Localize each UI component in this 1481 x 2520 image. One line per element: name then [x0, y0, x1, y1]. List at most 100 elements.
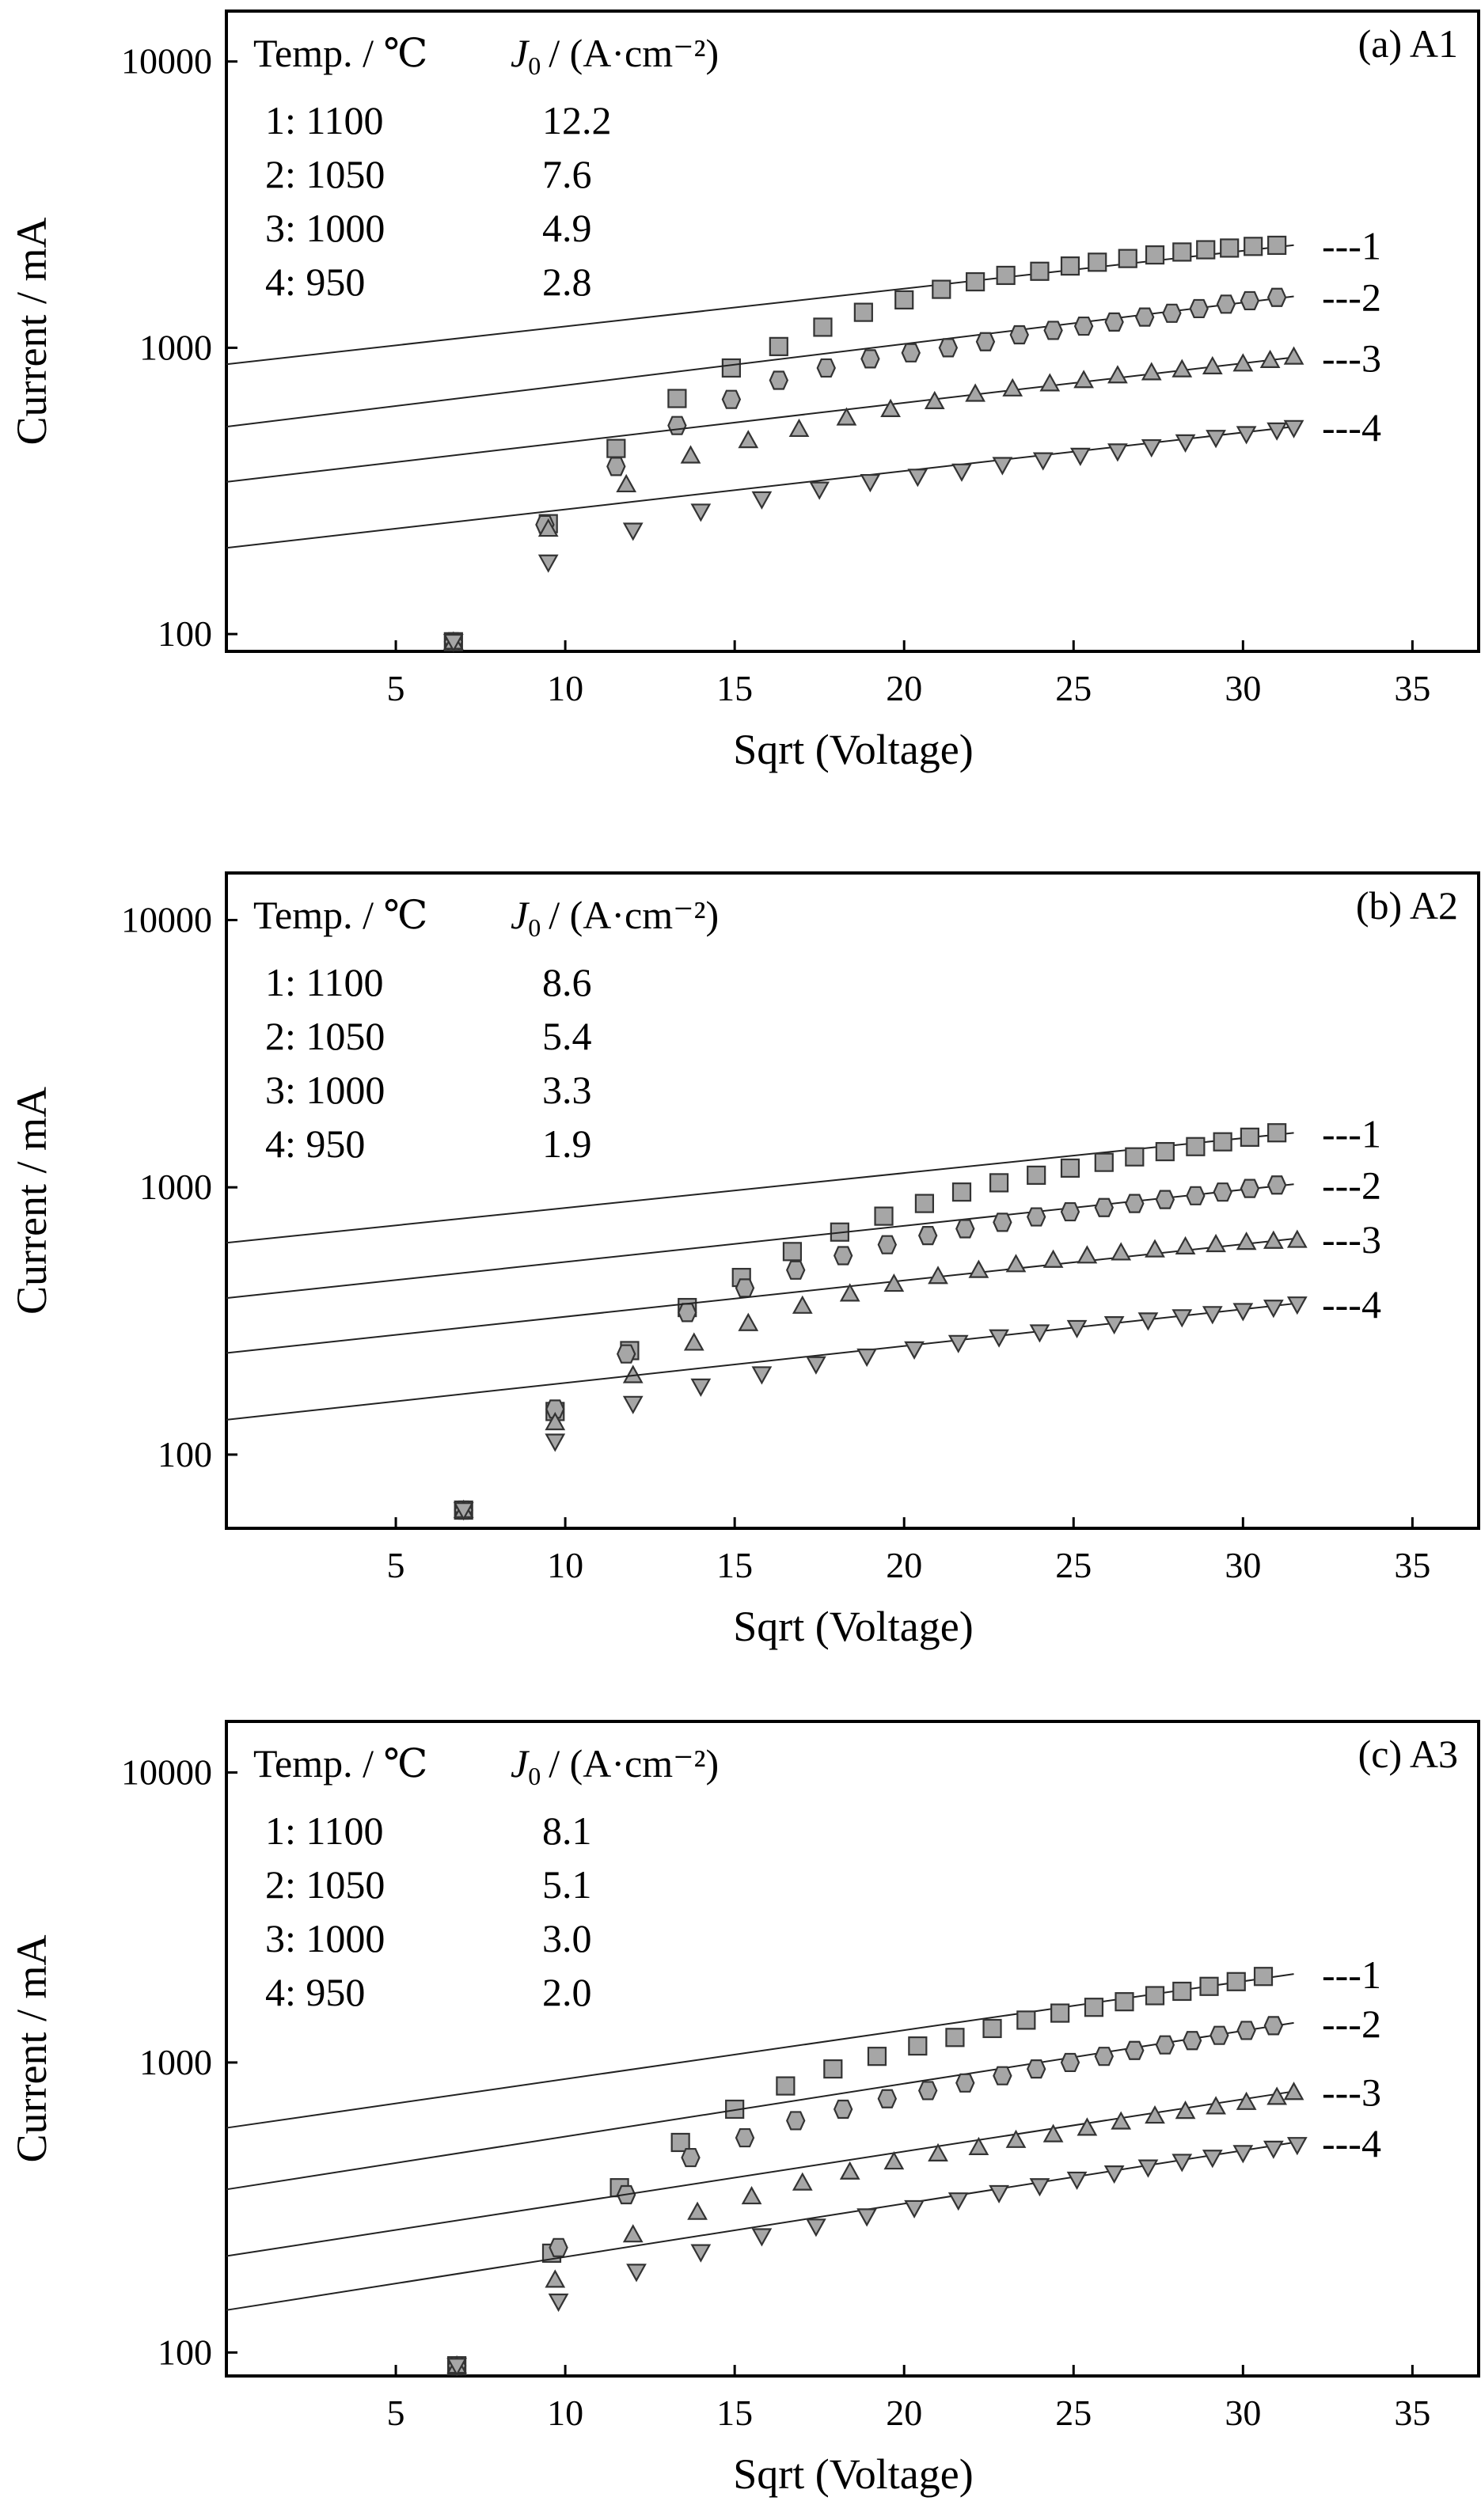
data-point-series-2 — [769, 370, 789, 390]
line-label-3: ---3 — [1322, 2070, 1381, 2114]
j0-unit: / (A·cm⁻²) — [549, 1741, 719, 1786]
data-point-series-3 — [1236, 1232, 1257, 1251]
y-tick-label: 10000 — [121, 1752, 212, 1793]
data-point-series-4 — [1066, 2171, 1088, 2191]
data-point-series-3 — [1286, 1229, 1308, 1248]
data-point-series-2 — [833, 1246, 853, 1266]
data-point-series-4 — [1263, 1300, 1284, 1319]
data-point-series-3 — [968, 2136, 989, 2155]
data-point-series-3 — [1283, 2082, 1304, 2101]
x-tick-label: 20 — [886, 1545, 922, 1585]
data-point-series-3 — [680, 445, 701, 464]
data-point-series-2 — [993, 1213, 1012, 1232]
x-tick-label: 25 — [1055, 668, 1092, 708]
j0-symbol: J — [511, 31, 530, 75]
data-point-series-3 — [1005, 2129, 1027, 2148]
data-point-series-2 — [1240, 290, 1260, 311]
x-axis-label: Sqrt (Voltage) — [733, 1603, 973, 1650]
table-temp-cell: 2: 1050 — [265, 1862, 385, 1907]
data-point-series-2 — [786, 2111, 806, 2131]
data-point-series-3 — [687, 2201, 708, 2220]
data-point-series-3 — [1259, 349, 1281, 368]
data-point-series-2 — [1125, 1194, 1145, 1213]
table-temp-cell: 3: 1000 — [265, 206, 385, 250]
data-point-series-4 — [1107, 443, 1128, 462]
y-tick-label: 1000 — [139, 327, 212, 367]
data-point-series-3 — [1283, 346, 1304, 365]
data-point-series-2 — [833, 2099, 853, 2120]
data-point-series-4 — [1137, 1312, 1159, 1331]
data-point-series-1 — [1030, 261, 1050, 281]
data-point-series-3 — [1111, 2111, 1132, 2130]
x-tick-label: 15 — [716, 668, 753, 708]
data-point-series-1 — [945, 2028, 965, 2048]
data-point-series-1 — [1244, 237, 1263, 256]
data-point-series-1 — [670, 2132, 690, 2153]
data-point-series-1 — [721, 358, 741, 378]
data-point-series-1 — [1060, 1158, 1080, 1178]
data-point-series-4 — [1232, 1303, 1254, 1322]
data-point-series-3 — [788, 418, 810, 438]
data-point-series-2 — [1263, 2016, 1284, 2036]
x-tick-label: 30 — [1225, 668, 1261, 708]
y-axis-label: Current / mA — [8, 218, 55, 446]
data-point-series-3 — [545, 1411, 566, 1431]
data-point-series-4 — [622, 522, 644, 541]
j0-unit: / (A·cm⁻²) — [549, 893, 719, 937]
table-header-j0: J0 / (A·cm⁻²) — [511, 893, 719, 942]
data-point-series-4 — [809, 481, 830, 500]
data-point-series-1 — [894, 290, 914, 309]
data-point-series-4 — [989, 2184, 1009, 2204]
x-axis-label: Sqrt (Voltage) — [733, 726, 973, 773]
data-point-series-4 — [453, 1502, 474, 1521]
line-label-1: ---1 — [1322, 1953, 1381, 1997]
data-point-series-3 — [741, 2186, 762, 2205]
j0-symbol: J — [511, 1741, 530, 1786]
line-label-3: ---3 — [1322, 1217, 1381, 1262]
data-point-series-3 — [924, 390, 945, 409]
data-point-series-3 — [792, 1295, 813, 1314]
data-point-series-1 — [1145, 245, 1165, 265]
line-label-2: ---2 — [1322, 2002, 1381, 2046]
data-point-series-1 — [1199, 1976, 1219, 1996]
data-point-series-2 — [735, 1278, 755, 1298]
data-point-series-4 — [751, 491, 773, 510]
y-tick-label: 1000 — [139, 2042, 212, 2082]
data-point-series-4 — [1286, 2137, 1308, 2156]
data-point-series-3 — [1005, 1254, 1027, 1273]
data-point-series-1 — [1172, 242, 1192, 262]
data-point-series-2 — [993, 2066, 1012, 2085]
data-point-series-4 — [1172, 1309, 1193, 1328]
x-tick-label: 20 — [886, 2393, 922, 2433]
line-label-1: ---1 — [1322, 1111, 1381, 1156]
data-point-series-3 — [738, 1312, 759, 1331]
data-point-series-1 — [951, 1182, 972, 1202]
table-header-j0: J0 / (A·cm⁻²) — [511, 1741, 719, 1790]
data-point-series-4 — [806, 1356, 826, 1375]
data-point-series-3 — [1002, 378, 1023, 397]
x-tick-label: 10 — [547, 2393, 583, 2433]
j0-subscript: 0 — [528, 1762, 541, 1790]
fit-line-3 — [226, 356, 1294, 483]
x-tick-label: 10 — [547, 668, 583, 708]
data-point-series-4 — [907, 469, 928, 488]
table-temp-cell: 3: 1000 — [265, 1916, 385, 1960]
data-point-series-2 — [1073, 316, 1094, 336]
data-point-series-3 — [1172, 359, 1193, 378]
data-point-series-2 — [816, 358, 836, 378]
data-point-series-1 — [1145, 1986, 1165, 2006]
data-point-series-4 — [1141, 438, 1162, 458]
data-point-series-2 — [917, 1226, 938, 1246]
data-point-series-4 — [1266, 422, 1288, 441]
data-point-series-3 — [839, 2161, 860, 2180]
j0-subscript: 0 — [528, 51, 541, 80]
data-point-series-3 — [1077, 1245, 1098, 1264]
data-point-series-3 — [1077, 2117, 1098, 2136]
table-temp-cell: 2: 1050 — [265, 152, 385, 196]
data-point-series-4 — [1172, 2154, 1193, 2173]
data-point-series-4 — [548, 2293, 569, 2313]
data-point-series-4 — [1206, 430, 1226, 449]
data-point-series-4 — [1029, 2178, 1050, 2197]
data-point-series-4 — [1232, 2145, 1254, 2164]
